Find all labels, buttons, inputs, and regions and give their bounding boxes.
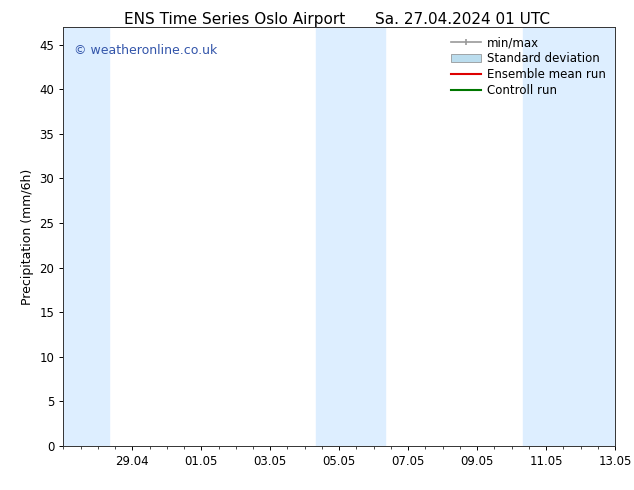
Text: ENS Time Series Oslo Airport: ENS Time Series Oslo Airport	[124, 12, 345, 27]
Text: © weatheronline.co.uk: © weatheronline.co.uk	[74, 44, 217, 57]
Text: Sa. 27.04.2024 01 UTC: Sa. 27.04.2024 01 UTC	[375, 12, 550, 27]
Bar	[63, 27, 109, 446]
Legend: min/max, Standard deviation, Ensemble mean run, Controll run: min/max, Standard deviation, Ensemble me…	[448, 33, 609, 101]
Bar	[523, 27, 615, 446]
Y-axis label: Precipitation (mm/6h): Precipitation (mm/6h)	[21, 168, 34, 305]
Bar	[316, 27, 385, 446]
